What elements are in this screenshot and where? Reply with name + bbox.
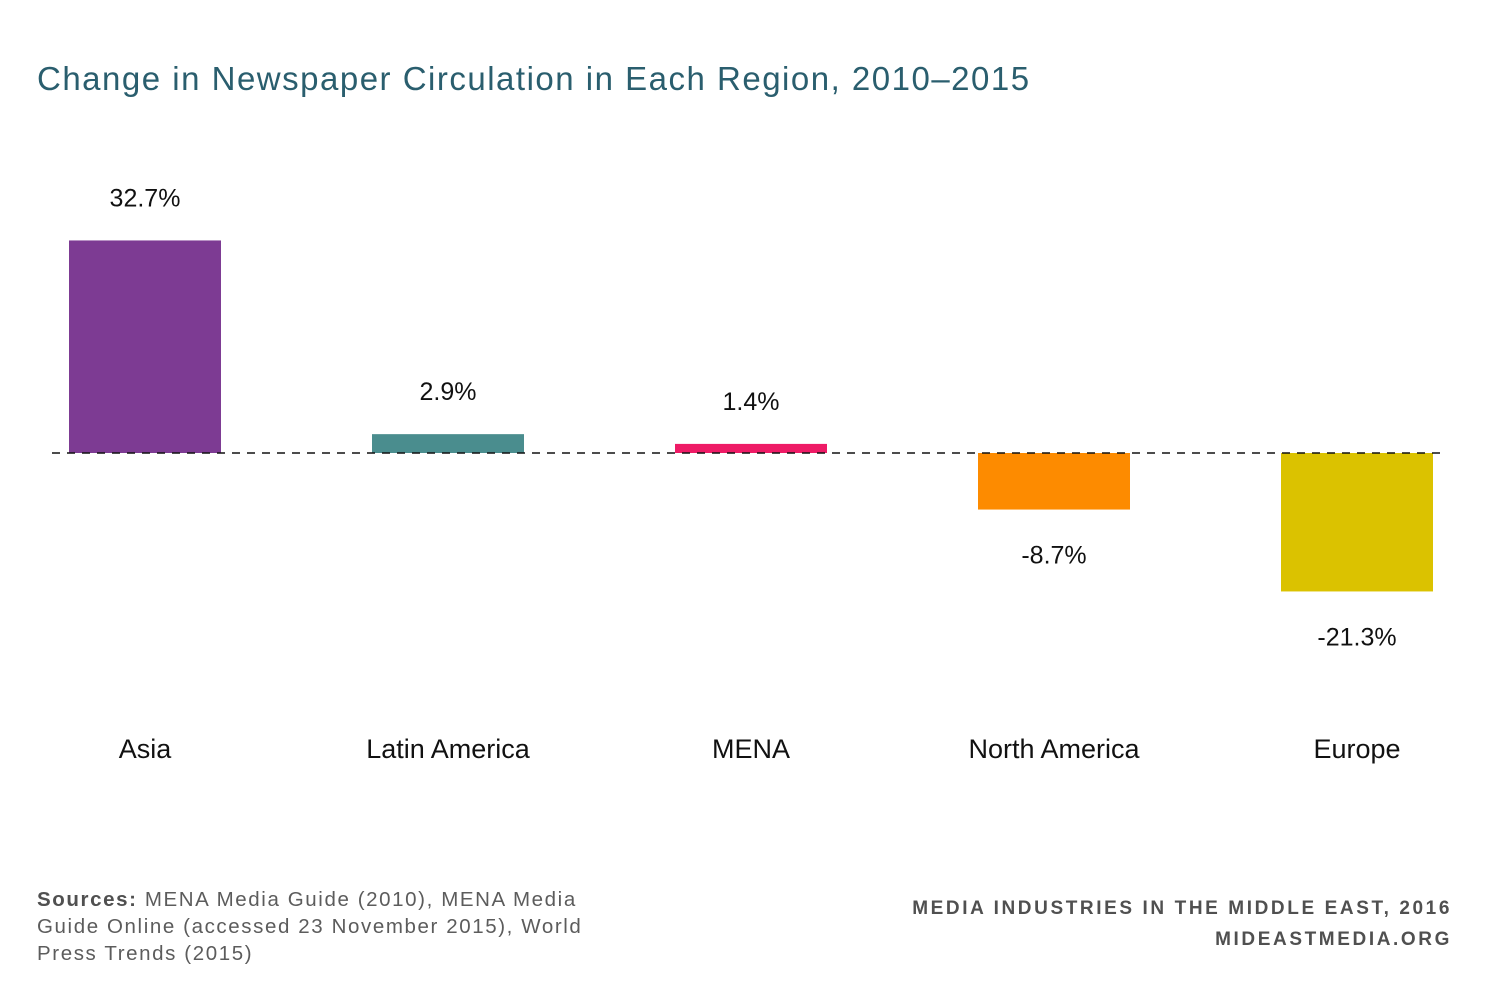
category-label-latin-america: Latin America [366,734,531,764]
category-label-asia: Asia [119,734,173,764]
value-labels-group: 32.7% 2.9% 1.4% -8.7% -21.3% [110,184,1397,651]
sources-note: Sources: MENA Media Guide (2010), MENA M… [37,886,627,967]
category-label-mena: MENA [712,734,790,764]
bar-mena [675,443,827,453]
bar-europe [1281,453,1433,592]
bar-north-america [978,453,1130,510]
value-label-mena: 1.4% [723,388,780,416]
value-label-asia: 32.7% [110,184,181,212]
category-label-north-america: North America [968,734,1140,764]
sources-label: Sources: [37,888,138,911]
sources-text: MENA Media Guide (2010), MENA Media Guid… [37,888,583,965]
category-label-europe: Europe [1313,734,1400,764]
value-label-north-america: -8.7% [1021,542,1086,570]
value-label-latin-america: 2.9% [420,378,477,406]
bars-group [69,240,1433,592]
category-labels-group: Asia Latin America MENA North America Europe [119,734,1401,764]
credit-block: MEDIA INDUSTRIES IN THE MIDDLE EAST, 201… [912,893,1452,955]
chart-title: Change in Newspaper Circulation in Each … [37,60,1031,97]
bar-asia [69,240,221,453]
credit-website: MIDEASTMEDIA.ORG [1215,929,1452,950]
credit-publication: MEDIA INDUSTRIES IN THE MIDDLE EAST, 201… [912,898,1452,919]
value-label-europe: -21.3% [1317,623,1396,651]
bar-latin-america [372,434,524,453]
bar-chart: 32.7% 2.9% 1.4% -8.7% -21.3% Asia Latin Ameri… [52,184,1445,764]
